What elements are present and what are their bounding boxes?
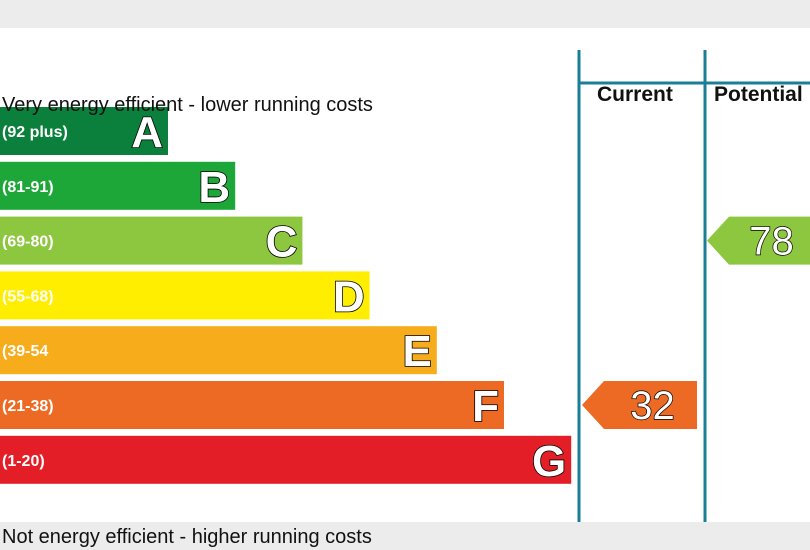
band-d-letter: D (333, 272, 365, 321)
band-f-range: (21-38) (2, 398, 54, 415)
band-a-bar (0, 107, 168, 155)
band-e-range: (39-54 (2, 343, 48, 360)
band-a-range: (92 plus) (2, 124, 68, 141)
potential-column-header: Potential (714, 83, 803, 106)
current-rating-score: 32 (630, 384, 675, 428)
band-g-bar (0, 435, 572, 484)
current-rating-arrow (582, 381, 697, 429)
band-f-letter: F (472, 382, 499, 431)
band-a-letter: A (131, 108, 163, 157)
band-e-letter: E (402, 327, 431, 376)
band-b-range: (81-91) (2, 179, 54, 196)
band-b-bar (0, 161, 236, 210)
band-f-bar (0, 381, 504, 429)
band-e-bar (0, 326, 437, 375)
current-column-header: Current (597, 83, 673, 106)
band-c-letter: C (266, 218, 298, 267)
top-caption: Very energy efficient - lower running co… (2, 94, 373, 116)
band-d-bar (0, 271, 370, 320)
band-g-letter: G (532, 437, 566, 486)
band-b-letter: B (198, 163, 230, 212)
bottom-caption: Not energy efficient - higher running co… (2, 526, 372, 548)
band-d-range: (55-68) (2, 288, 54, 305)
potential-rating-score: 78 (749, 220, 794, 264)
epc-chart: (92 plus) A (81-91) B (69-80) C (55-68) D (39-54… (0, 50, 810, 522)
band-c-bar (0, 216, 303, 265)
band-c-range: (69-80) (2, 234, 54, 251)
epc-chart-panel: (92 plus) A (81-91) B (69-80) C (55-68) D (39-54… (0, 28, 810, 548)
band-g-range: (1-20) (2, 453, 45, 470)
potential-rating-arrow (707, 216, 810, 265)
